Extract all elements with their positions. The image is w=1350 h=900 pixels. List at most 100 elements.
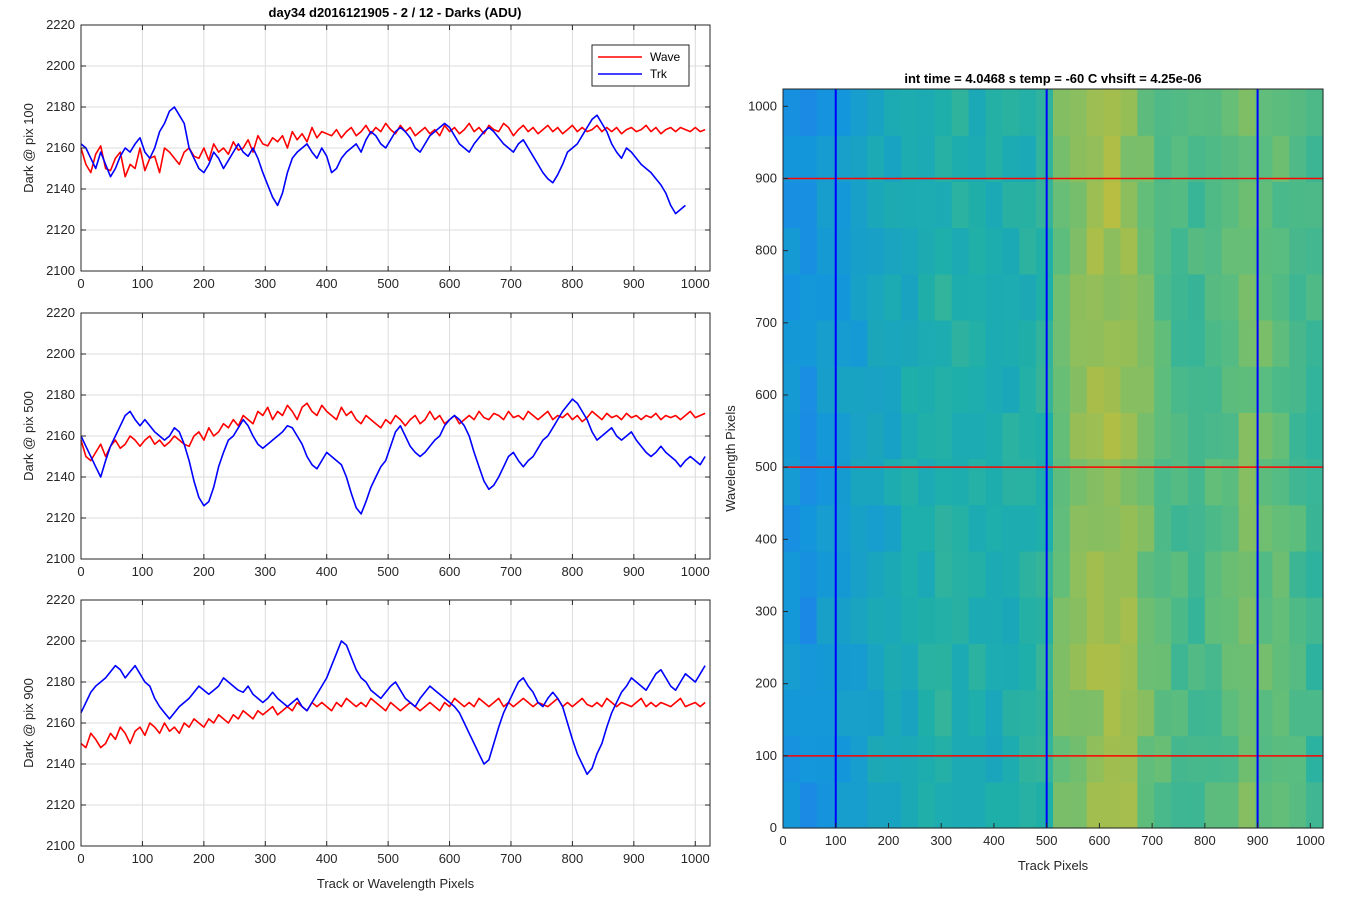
heatmap-cell	[1154, 135, 1172, 182]
heatmap-cell	[1289, 781, 1307, 829]
heatmap-cell	[1120, 181, 1138, 229]
heatmap-cell	[1204, 550, 1223, 598]
heatmap-cell	[1188, 781, 1206, 829]
y-tick-label: 2140	[46, 181, 75, 196]
heatmap-cell	[918, 273, 936, 321]
y-tick-label: 2200	[46, 346, 75, 361]
x-tick-label: 600	[439, 564, 461, 579]
heatmap-cell	[1154, 227, 1172, 275]
heatmap-cell	[1103, 273, 1122, 321]
heatmap-cell	[1204, 366, 1223, 413]
heatmap-cell	[1002, 89, 1020, 136]
heatmap-cell	[799, 504, 818, 552]
heatmap-cell	[1002, 597, 1020, 644]
heatmap-cell	[867, 227, 885, 275]
heatmap-cell	[1306, 89, 1324, 136]
heatmap-cell	[1272, 412, 1290, 460]
heatmap-cell	[1002, 412, 1020, 460]
heatmap-cell	[1002, 550, 1020, 598]
heatmap-cell	[1019, 135, 1037, 182]
heatmap-cell	[1171, 319, 1189, 367]
series-line-trk	[80, 106, 686, 215]
heatmap-cell	[833, 735, 852, 783]
heatmap-cell	[884, 366, 902, 413]
heatmap-cell	[1188, 135, 1206, 182]
heatmap-cell	[951, 181, 970, 229]
heatmap-cell	[1255, 319, 1273, 367]
heatmap-cell	[850, 643, 868, 691]
heatmap-cell	[799, 735, 818, 783]
heatmap-cell	[1221, 597, 1240, 644]
heatmap-cell	[985, 458, 1003, 506]
heatmap-cell	[1188, 643, 1206, 691]
heatmap-cell	[1120, 412, 1138, 460]
heatmap-cell	[1053, 643, 1071, 691]
heatmap-cell	[1255, 689, 1273, 737]
x-tick-label: 400	[316, 564, 338, 579]
y-tick-label: 0	[770, 820, 777, 835]
heatmap-cell	[968, 643, 987, 691]
heatmap-cell	[1255, 366, 1273, 413]
heatmap-cell	[1306, 550, 1324, 598]
heatmap-cell	[985, 89, 1003, 136]
heatmap-cell	[951, 273, 970, 321]
heatmap-cell	[1154, 366, 1172, 413]
x-tick-label: 900	[1247, 833, 1269, 848]
heatmap-cell	[1086, 412, 1105, 460]
heatmap-cell	[1002, 458, 1020, 506]
heatmap-cell	[816, 458, 835, 506]
heatmap-cell	[1103, 135, 1122, 182]
heatmap-cell	[1238, 458, 1257, 506]
heatmap-cell	[783, 643, 801, 691]
heatmap-cell	[1238, 366, 1257, 413]
heatmap-cell	[1204, 597, 1223, 644]
x-tick-label: 1000	[681, 851, 710, 866]
heatmap-cell	[1289, 366, 1307, 413]
heatmap-cell	[1086, 181, 1105, 229]
heatmap-cell	[816, 504, 835, 552]
heatmap-cell	[968, 781, 987, 829]
heatmap-cell	[1069, 319, 1088, 367]
x-tick-label: 0	[77, 564, 84, 579]
heatmap-cell	[1238, 412, 1257, 460]
heatmap-cell	[1238, 504, 1257, 552]
heatmap-cell	[799, 366, 818, 413]
heatmap-cell	[1002, 643, 1020, 691]
heatmap-cell	[1036, 181, 1054, 229]
heatmap-cell	[934, 273, 953, 321]
heatmap-cell	[850, 319, 868, 367]
heatmap-cell	[1137, 412, 1155, 460]
series-line-wave	[80, 697, 706, 749]
heatmap-cell	[1137, 135, 1155, 182]
heatmap-cell	[1103, 366, 1122, 413]
heatmap-cell	[884, 735, 902, 783]
heatmap-cell	[968, 319, 987, 367]
heatmap-cell	[918, 597, 936, 644]
heatmap-cell	[1103, 227, 1122, 275]
heatmap-cell	[1238, 181, 1257, 229]
heatmap-cell	[918, 735, 936, 783]
heatmap-cell	[1306, 597, 1324, 644]
heatmap-cell	[1019, 504, 1037, 552]
heatmap-cell	[1053, 781, 1071, 829]
heatmap-cell	[816, 597, 835, 644]
heatmap-cell	[1272, 781, 1290, 829]
heatmap-cell	[1019, 550, 1037, 598]
heatmap-cell	[799, 689, 818, 737]
heatmap-cell	[934, 181, 953, 229]
heatmap-cell	[918, 89, 936, 136]
heatmap-cell	[1188, 412, 1206, 460]
heatmap-cell	[1036, 550, 1054, 598]
heatmap-cell	[1137, 735, 1155, 783]
heatmap-cell	[850, 597, 868, 644]
heatmap-cell	[1069, 597, 1088, 644]
heatmap-cell	[1289, 458, 1307, 506]
heatmap-cell	[850, 735, 868, 783]
heatmap-cell	[816, 689, 835, 737]
heatmap-cell	[1306, 412, 1324, 460]
heatmap-cell	[1255, 227, 1273, 275]
heatmap-cell	[1255, 504, 1273, 552]
heatmap-cell	[1154, 643, 1172, 691]
y-tick-label: 2100	[46, 551, 75, 566]
heatmap-cell	[918, 550, 936, 598]
